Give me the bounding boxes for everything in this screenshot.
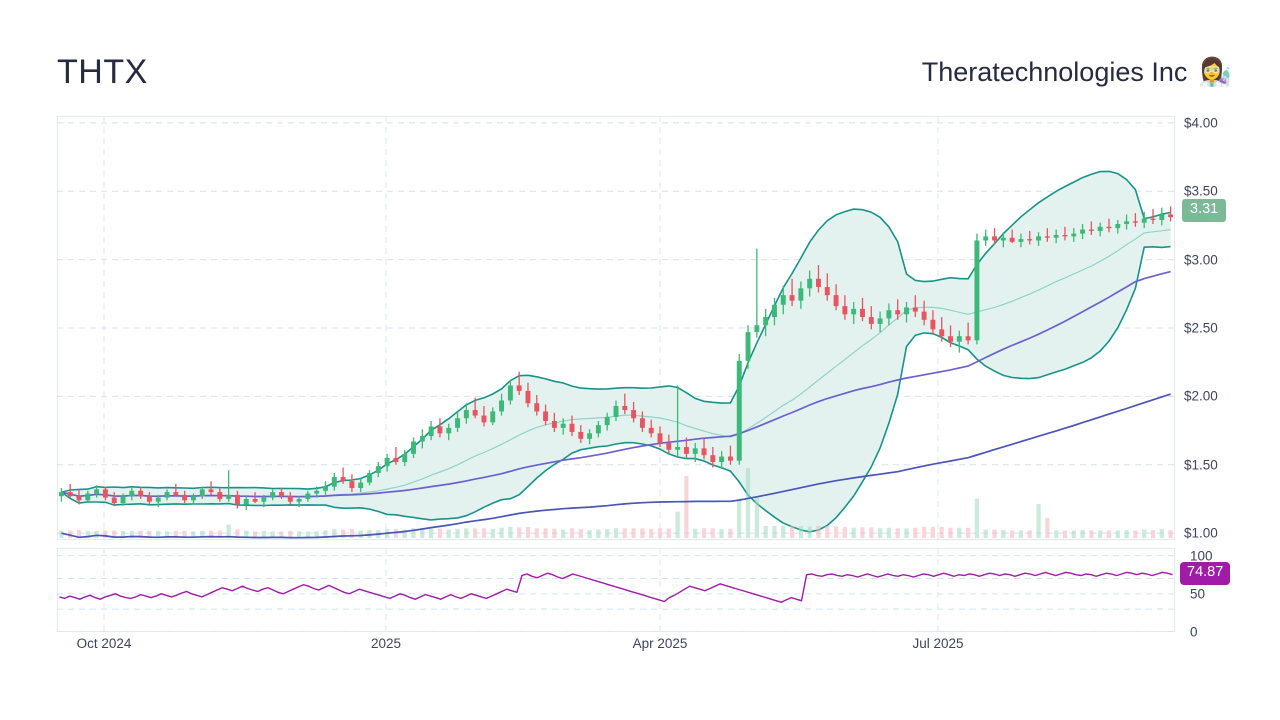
rsi-chart-panel[interactable]: [57, 548, 1175, 632]
ticker-symbol: THTX: [57, 53, 148, 91]
price-y-tick: $2.50: [1184, 320, 1218, 336]
company-name: Theratechnologies Inc: [921, 57, 1188, 87]
rsi-y-tick: 100: [1190, 548, 1213, 564]
date-x-tick: 2025: [370, 636, 402, 651]
price-y-tick: $3.00: [1184, 252, 1218, 268]
chart-header: THTX Theratechnologies Inc 👩‍🔬: [0, 48, 1280, 104]
price-y-tick: $4.00: [1184, 115, 1218, 131]
price-y-tick: $1.00: [1184, 525, 1218, 541]
date-x-tick: Apr 2025: [632, 636, 688, 651]
current-price-badge: 3.31: [1182, 199, 1227, 222]
price-chart-svg: [57, 116, 1175, 540]
rsi-y-axis: 100 50 0: [1190, 548, 1280, 639]
current-rsi-badge: 74.87: [1180, 562, 1231, 585]
woman-scientist-icon: 👩‍🔬: [1198, 56, 1232, 87]
rsi-panel-border: [57, 548, 1175, 632]
company-block: Theratechnologies Inc 👩‍🔬: [922, 48, 1232, 96]
date-x-tick: Jul 2025: [912, 636, 964, 651]
price-y-tick: $1.50: [1184, 457, 1218, 473]
price-y-tick: $3.50: [1184, 183, 1218, 199]
rsi-y-tick: 50: [1190, 586, 1206, 602]
rsi-y-tick: 0: [1190, 624, 1198, 640]
date-x-tick: Oct 2024: [76, 636, 132, 651]
price-y-tick: $2.00: [1184, 388, 1218, 404]
date-x-axis: Oct 2024 2025 Apr 2025 Jul 2025: [0, 636, 1280, 664]
price-chart-panel[interactable]: [57, 116, 1175, 540]
price-y-axis: $4.00 $3.50 $3.00 $2.50 $2.00 $1.50 $1.00: [1184, 115, 1280, 541]
rsi-chart-svg: [57, 548, 1175, 632]
